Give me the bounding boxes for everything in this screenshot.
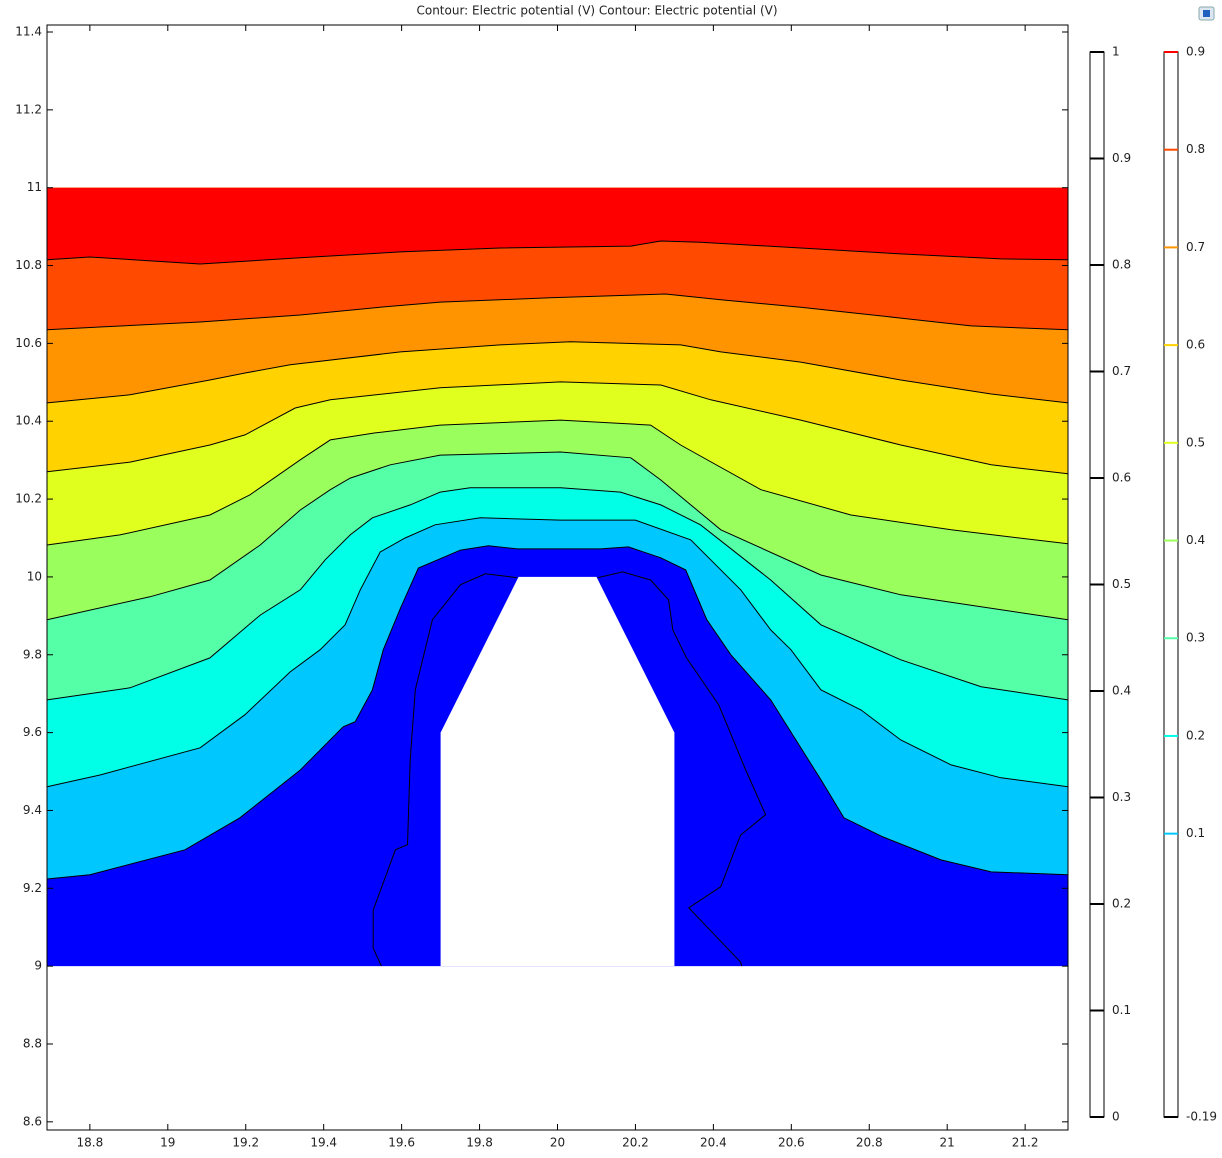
y-tick-label: 8.8 xyxy=(23,1036,42,1050)
colorbar-tick-label: 0.3 xyxy=(1112,790,1131,804)
y-tick-label: 11.4 xyxy=(15,25,42,39)
contour-line xyxy=(372,571,767,967)
x-tick-label: 20 xyxy=(550,1136,565,1150)
colorbar-tick-label: 0.6 xyxy=(1112,471,1131,485)
colorbar-tick-label: 0.1 xyxy=(1186,826,1205,840)
x-tick-label: 20.6 xyxy=(778,1136,805,1150)
y-tick-label: 11.2 xyxy=(15,102,42,116)
x-tick-label: 19 xyxy=(160,1136,175,1150)
y-tick-label: 10.2 xyxy=(15,492,42,506)
excluded-region xyxy=(440,576,675,967)
colorbar-tick-label: 0.4 xyxy=(1186,533,1205,547)
contour-line xyxy=(46,419,1069,546)
colorbar-tick-label: 0.6 xyxy=(1186,338,1205,352)
y-tick-label: 9.6 xyxy=(23,725,42,739)
y-tick-label: 10.8 xyxy=(15,258,42,272)
colorbar-tick-label: 0.1 xyxy=(1112,1003,1131,1017)
y-tick-label: 10 xyxy=(27,569,42,583)
corner-icon xyxy=(1198,6,1215,21)
y-tick-label: 9 xyxy=(34,959,42,973)
y-tick-label: 11 xyxy=(27,180,42,194)
y-tick-label: 9.4 xyxy=(23,803,42,817)
contour-line xyxy=(46,545,1069,880)
contour-band xyxy=(47,187,1068,264)
contour-line xyxy=(46,381,1069,475)
x-tick-label: 19.4 xyxy=(310,1136,337,1150)
colorbar-tick-label: 0.9 xyxy=(1186,45,1205,59)
contour-line xyxy=(46,341,1069,404)
y-tick-label: 10.6 xyxy=(15,336,42,350)
contour-line xyxy=(46,451,1069,621)
contour-line xyxy=(46,293,1069,331)
x-tick-label: 19.6 xyxy=(388,1136,415,1150)
chart-title: Contour: Electric potential (V) Contour:… xyxy=(416,4,777,18)
x-tick-label: 19.2 xyxy=(232,1136,259,1150)
colorbar-tick-label: 0.4 xyxy=(1112,684,1131,698)
y-tick-label: 8.6 xyxy=(23,1114,42,1128)
colorbar-frame xyxy=(1163,51,1179,1118)
y-tick-label: 9.8 xyxy=(23,647,42,661)
colorbar-tick-label: 1 xyxy=(1112,45,1120,59)
colorbar-tick-label: -0.19 xyxy=(1186,1110,1217,1124)
colorbar-tick-label: 0.2 xyxy=(1186,728,1205,742)
contour-line xyxy=(46,517,1069,788)
x-tick-label: 20.2 xyxy=(622,1136,649,1150)
x-tick-label: 18.8 xyxy=(77,1136,104,1150)
colorbar-tick-label: 0.7 xyxy=(1112,364,1131,378)
contour-line xyxy=(46,487,1069,701)
colorbar-tick-label: 0.5 xyxy=(1112,577,1131,591)
colorbar-tick-label: 0.5 xyxy=(1186,435,1205,449)
x-tick-label: 20.8 xyxy=(856,1136,883,1150)
y-tick-label: 9.2 xyxy=(23,881,42,895)
x-tick-label: 21.2 xyxy=(1012,1136,1039,1150)
x-tick-label: 19.8 xyxy=(466,1136,493,1150)
colorbar-tick-label: 0.3 xyxy=(1186,631,1205,645)
colorbar-tick-label: 0.8 xyxy=(1186,142,1205,156)
y-tick-label: 10.4 xyxy=(15,414,42,428)
colorbar-tick-label: 0 xyxy=(1112,1110,1120,1124)
colorbar-tick-label: 0.2 xyxy=(1112,897,1131,911)
x-tick-label: 20.4 xyxy=(700,1136,727,1150)
contour-line xyxy=(46,240,1069,265)
colorbar-tick-label: 0.7 xyxy=(1186,240,1205,254)
colorbar-tick-label: 0.8 xyxy=(1112,258,1131,272)
x-tick-label: 21 xyxy=(940,1136,955,1150)
icon-body xyxy=(1203,10,1210,17)
colorbar-tick-label: 0.9 xyxy=(1112,151,1131,165)
